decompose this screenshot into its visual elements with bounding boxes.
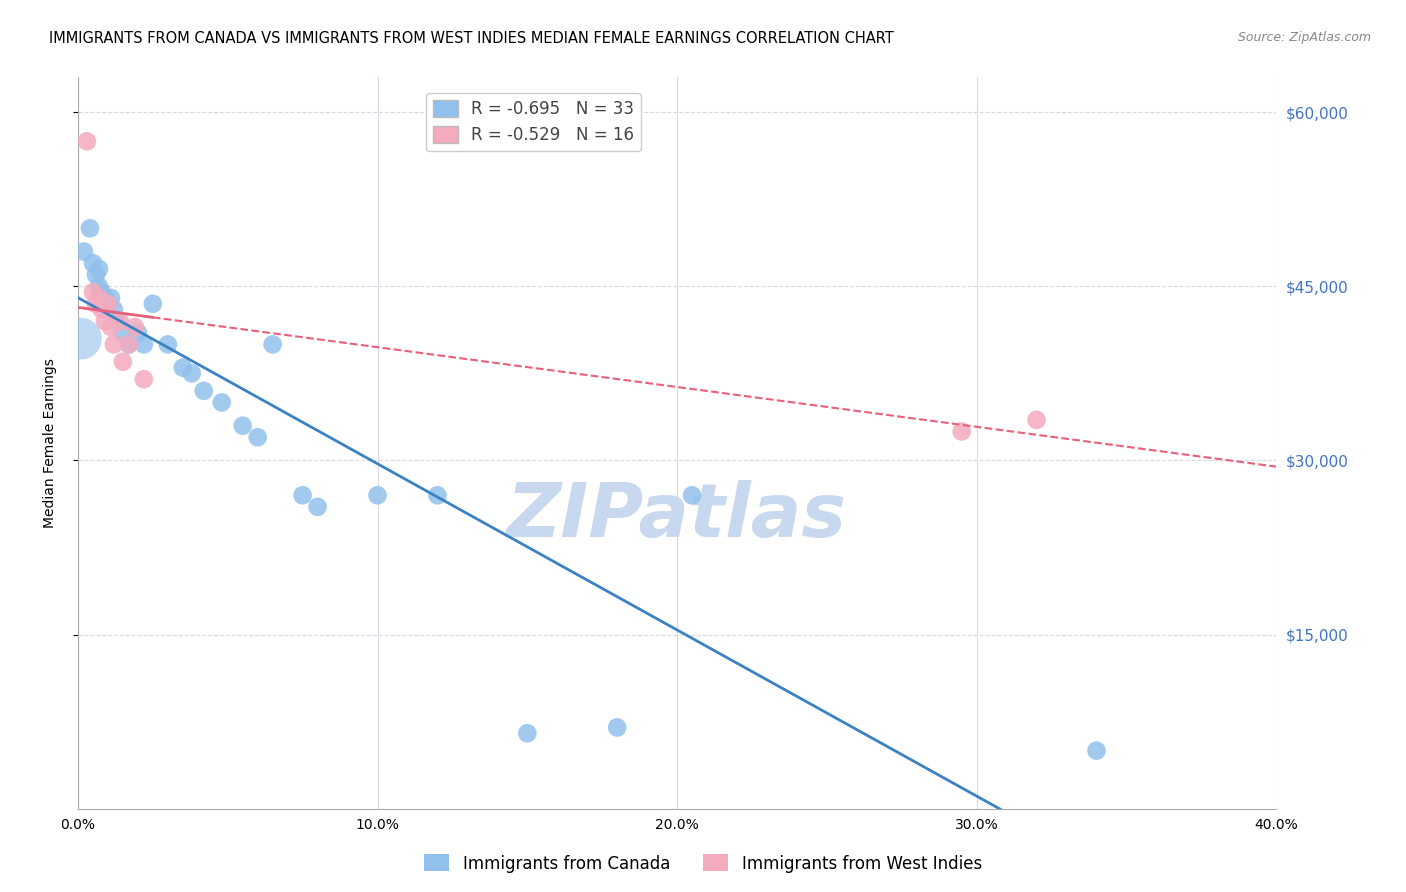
Point bbox=[118, 337, 141, 351]
Point bbox=[1085, 744, 1108, 758]
Point bbox=[103, 337, 125, 351]
Point bbox=[100, 291, 122, 305]
Text: Source: ZipAtlas.com: Source: ZipAtlas.com bbox=[1237, 31, 1371, 45]
Point bbox=[103, 302, 125, 317]
Y-axis label: Median Female Earnings: Median Female Earnings bbox=[44, 358, 58, 528]
Point bbox=[516, 726, 538, 740]
Point bbox=[950, 425, 973, 439]
Point bbox=[291, 488, 314, 502]
Point bbox=[90, 302, 112, 317]
Point bbox=[82, 285, 104, 300]
Point bbox=[193, 384, 215, 398]
Point bbox=[124, 320, 146, 334]
Legend: Immigrants from Canada, Immigrants from West Indies: Immigrants from Canada, Immigrants from … bbox=[418, 847, 988, 880]
Point bbox=[97, 297, 120, 311]
Point bbox=[142, 297, 165, 311]
Legend: R = -0.695   N = 33, R = -0.529   N = 16: R = -0.695 N = 33, R = -0.529 N = 16 bbox=[426, 93, 641, 151]
Text: ZIPatlas: ZIPatlas bbox=[508, 480, 846, 553]
Point bbox=[180, 367, 202, 381]
Point bbox=[307, 500, 329, 514]
Point bbox=[127, 326, 149, 340]
Point bbox=[84, 268, 107, 282]
Point bbox=[132, 337, 155, 351]
Point bbox=[87, 279, 110, 293]
Point bbox=[118, 337, 141, 351]
Point bbox=[97, 297, 120, 311]
Point bbox=[681, 488, 703, 502]
Point bbox=[262, 337, 284, 351]
Point bbox=[73, 244, 96, 259]
Point bbox=[87, 262, 110, 277]
Point bbox=[1025, 413, 1047, 427]
Point bbox=[79, 221, 101, 235]
Point bbox=[132, 372, 155, 386]
Point bbox=[606, 721, 628, 735]
Point bbox=[82, 256, 104, 270]
Point bbox=[111, 355, 134, 369]
Point bbox=[156, 337, 179, 351]
Point bbox=[87, 291, 110, 305]
Point bbox=[105, 314, 128, 328]
Point bbox=[90, 285, 112, 300]
Text: IMMIGRANTS FROM CANADA VS IMMIGRANTS FROM WEST INDIES MEDIAN FEMALE EARNINGS COR: IMMIGRANTS FROM CANADA VS IMMIGRANTS FRO… bbox=[49, 31, 894, 46]
Point bbox=[367, 488, 389, 502]
Point bbox=[94, 291, 117, 305]
Point bbox=[70, 332, 93, 346]
Point bbox=[100, 320, 122, 334]
Point bbox=[108, 314, 131, 328]
Point bbox=[172, 360, 194, 375]
Point bbox=[426, 488, 449, 502]
Point bbox=[94, 314, 117, 328]
Point bbox=[211, 395, 233, 409]
Point bbox=[246, 430, 269, 444]
Point bbox=[76, 134, 98, 148]
Point bbox=[84, 297, 107, 311]
Point bbox=[232, 418, 254, 433]
Point bbox=[111, 326, 134, 340]
